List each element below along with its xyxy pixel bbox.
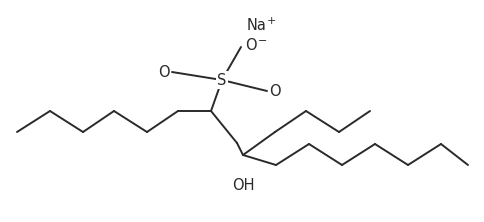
Text: OH: OH [231, 178, 254, 193]
Text: S: S [217, 73, 226, 87]
Text: O: O [158, 65, 169, 79]
Text: Na: Na [246, 18, 266, 33]
Text: O: O [269, 83, 280, 99]
Text: −: − [257, 36, 267, 46]
Text: O: O [244, 38, 256, 52]
Text: +: + [267, 16, 276, 26]
